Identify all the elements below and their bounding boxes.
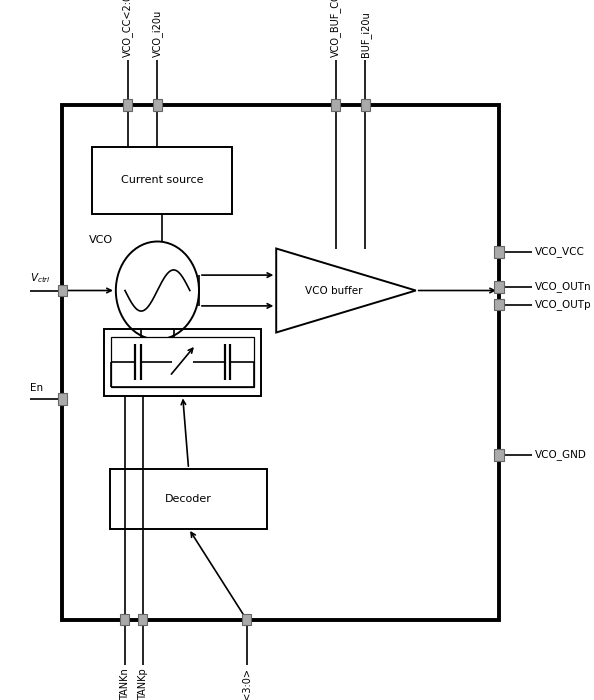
Bar [104, 329, 261, 396]
Bar [494, 299, 504, 310]
Text: VCO_i20u: VCO_i20u [152, 10, 163, 57]
Bar [92, 147, 232, 214]
Bar [494, 449, 504, 461]
Bar [153, 99, 162, 111]
Text: VCO_VCC: VCO_VCC [535, 246, 584, 258]
Bar [58, 285, 67, 296]
Text: TANKp: TANKp [138, 668, 147, 700]
Bar [138, 614, 147, 625]
Bar [111, 337, 254, 387]
Bar [242, 614, 251, 625]
Text: VCO_OUTp: VCO_OUTp [535, 299, 591, 310]
Text: VCO_BUF_CC<1:0>: VCO_BUF_CC<1:0> [330, 0, 341, 57]
Text: VCO buffer: VCO buffer [305, 286, 363, 295]
Bar [361, 99, 370, 111]
Text: Bands<3:0>: Bands<3:0> [242, 668, 251, 700]
Text: VCO_GND: VCO_GND [535, 449, 586, 461]
Bar [58, 393, 67, 405]
Text: Decoder: Decoder [165, 494, 212, 504]
Bar [120, 614, 129, 625]
Text: VCO_OUTn: VCO_OUTn [535, 281, 591, 293]
Text: $V_{ctrl}$: $V_{ctrl}$ [30, 271, 50, 285]
Bar [494, 246, 504, 258]
Text: En: En [30, 384, 43, 393]
Text: TANKn: TANKn [120, 668, 129, 700]
Bar [123, 99, 132, 111]
Text: VCO_CC<2:0>: VCO_CC<2:0> [122, 0, 133, 57]
Text: BUF_i20u: BUF_i20u [360, 12, 371, 57]
Bar [62, 105, 499, 620]
Text: Current source: Current source [121, 175, 203, 186]
Bar [494, 281, 504, 293]
Text: VCO: VCO [89, 235, 113, 245]
Bar [331, 99, 340, 111]
Bar [110, 469, 267, 528]
